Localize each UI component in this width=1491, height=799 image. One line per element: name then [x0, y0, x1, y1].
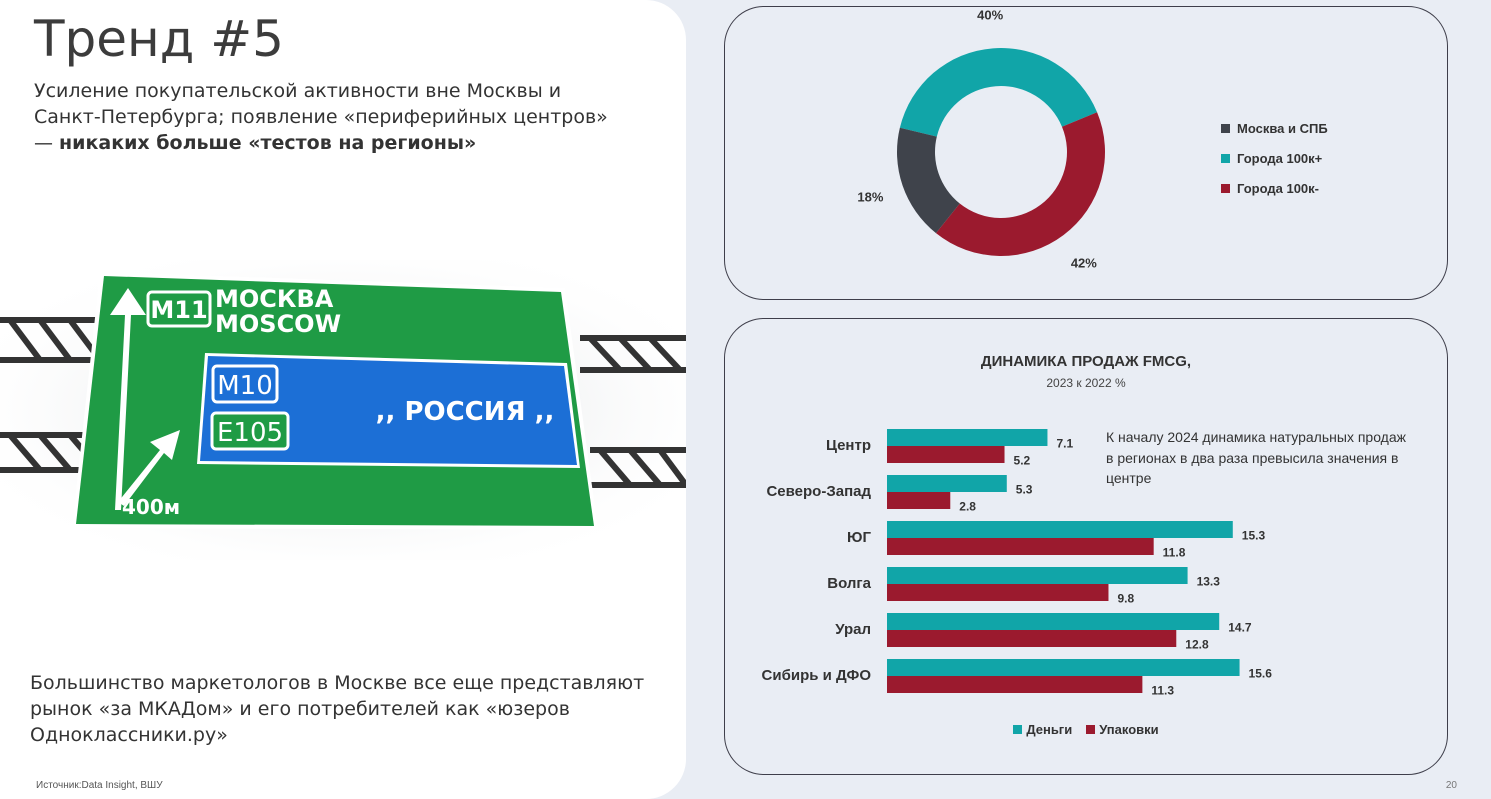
subtitle-line-3: — никаких больше «тестов на регионы»: [34, 130, 654, 156]
bar-chart-card: ДИНАМИКА ПРОДАЖ FMCG, 2023 к 2022 % Цент…: [724, 318, 1448, 775]
category-label: Центр: [826, 437, 871, 454]
donut-legend: Москва и СПБ Города 100к+ Города 100к-: [1221, 113, 1328, 203]
bar-Упаковки: [887, 676, 1143, 693]
bar-legend-item: Деньги: [1013, 722, 1072, 737]
sign-route-m11: M11: [150, 296, 207, 324]
sign-russia: ,, РОССИЯ ,,: [376, 397, 555, 427]
sign-moscow-en: MOSCOW: [215, 310, 341, 338]
donut-legend-item: Города 100к-: [1221, 173, 1328, 203]
category-label: Северо-Запад: [766, 483, 871, 500]
arrow-diagonal-icon: [118, 430, 180, 506]
legend-swatch: [1221, 183, 1230, 193]
arrow-up-icon: [110, 288, 146, 510]
sign-route-m10: M10: [217, 371, 273, 401]
donut-slice-0: [897, 127, 960, 234]
donut-slice-2: [935, 112, 1105, 256]
bar-value-label: 9.8: [1117, 592, 1134, 606]
bar-Деньги: [887, 659, 1240, 676]
donut-legend-label: Москва и СПБ: [1237, 120, 1328, 136]
bar-value-label: 5.3: [1016, 483, 1033, 497]
bar-value-label: 5.2: [1014, 454, 1031, 468]
donut-chart: 40% 42% 18%: [857, 7, 1105, 270]
page-title: Тренд #5: [34, 10, 284, 68]
subtitle-bold: никаких больше «тестов на регионы»: [59, 132, 477, 154]
legend-swatch: [1221, 123, 1230, 133]
sign-route-e105: E105: [217, 418, 283, 448]
category-label: Волга: [827, 575, 871, 592]
truss-right: [580, 335, 686, 488]
sign-distance: 400м: [122, 495, 180, 519]
bar-Деньги: [887, 613, 1220, 630]
bar-Деньги: [887, 475, 1007, 492]
left-panel: Тренд #5 Усиление покупательской активно…: [0, 0, 686, 799]
legend-swatch: [1086, 725, 1096, 734]
subtitle: Усиление покупательской активности вне М…: [34, 78, 654, 156]
category-label: Сибирь и ДФО: [762, 667, 872, 684]
donut-label-2: 42%: [1071, 255, 1097, 270]
subtitle-dash: —: [34, 132, 60, 154]
bar-chart-subtitle: 2023 к 2022 %: [1046, 376, 1126, 390]
bar-value-label: 2.8: [959, 500, 976, 514]
donut-legend-item: Москва и СПБ: [1221, 113, 1328, 143]
legend-swatch: [1013, 725, 1023, 734]
subtitle-line-2: Санкт-Петербурга; появление «периферийны…: [34, 106, 608, 128]
bar-value-label: 11.3: [1151, 684, 1174, 698]
donut-legend-label: Города 100к-: [1237, 180, 1319, 196]
subtitle-line-1: Усиление покупательской активности вне М…: [34, 80, 562, 102]
bar-value-label: 15.6: [1249, 667, 1273, 681]
chart-annotation: К началу 2024 динамика натуральных прода…: [1106, 429, 1406, 486]
bar-Упаковки: [887, 492, 951, 509]
bar-value-label: 13.3: [1197, 575, 1221, 589]
bottom-text: Большинство маркетологов в Москве все ещ…: [30, 672, 645, 746]
bar-Упаковки: [887, 446, 1005, 463]
bar-Упаковки: [887, 538, 1154, 555]
donut-legend-item: Города 100к+: [1221, 143, 1328, 173]
category-label: ЮГ: [847, 529, 871, 546]
road-sign-photo: M11 МОСКВА MOSCOW M10 E105 ,, РОССИЯ ,, …: [0, 260, 686, 560]
bar-Деньги: [887, 521, 1233, 538]
donut-label-1: 40%: [977, 7, 1003, 22]
bar-chart: Центр 7.1 5.2 Северо-Запад 5.3 2.8 ЮГ 15.3 11.8 В…: [762, 429, 1273, 698]
bar-Деньги: [887, 429, 1048, 446]
bar-Упаковки: [887, 630, 1177, 647]
bar-value-label: 12.8: [1185, 638, 1209, 652]
bar-value-label: 11.8: [1163, 546, 1186, 560]
bar-value-label: 7.1: [1056, 437, 1073, 451]
donut-label-0: 18%: [857, 190, 883, 205]
donut-chart-card: 40% 42% 18% Москва и СПБ Города 100к+ Города…: [724, 6, 1448, 300]
legend-swatch: [1221, 153, 1230, 163]
bar-Упаковки: [887, 584, 1109, 601]
category-label: Урал: [835, 621, 871, 638]
bar-value-label: 15.3: [1242, 529, 1266, 543]
sign-moscow-ru: МОСКВА: [215, 285, 334, 313]
donut-slice-1: [899, 48, 1098, 137]
bar-legend-label: Деньги: [1026, 722, 1073, 737]
bar-chart-title: ДИНАМИКА ПРОДАЖ FMCG,: [980, 353, 1192, 370]
bar-value-label: 14.7: [1228, 621, 1252, 635]
bar-legend-item: Упаковки: [1086, 722, 1159, 737]
bar-Деньги: [887, 567, 1188, 584]
donut-legend-label: Города 100к+: [1237, 150, 1323, 166]
bar-legend: Деньги Упаковки: [725, 722, 1447, 737]
page-number: 20: [1445, 780, 1457, 791]
bar-legend-label: Упаковки: [1099, 722, 1159, 737]
source-note: Источник:Data Insight, ВШУ: [36, 780, 163, 791]
